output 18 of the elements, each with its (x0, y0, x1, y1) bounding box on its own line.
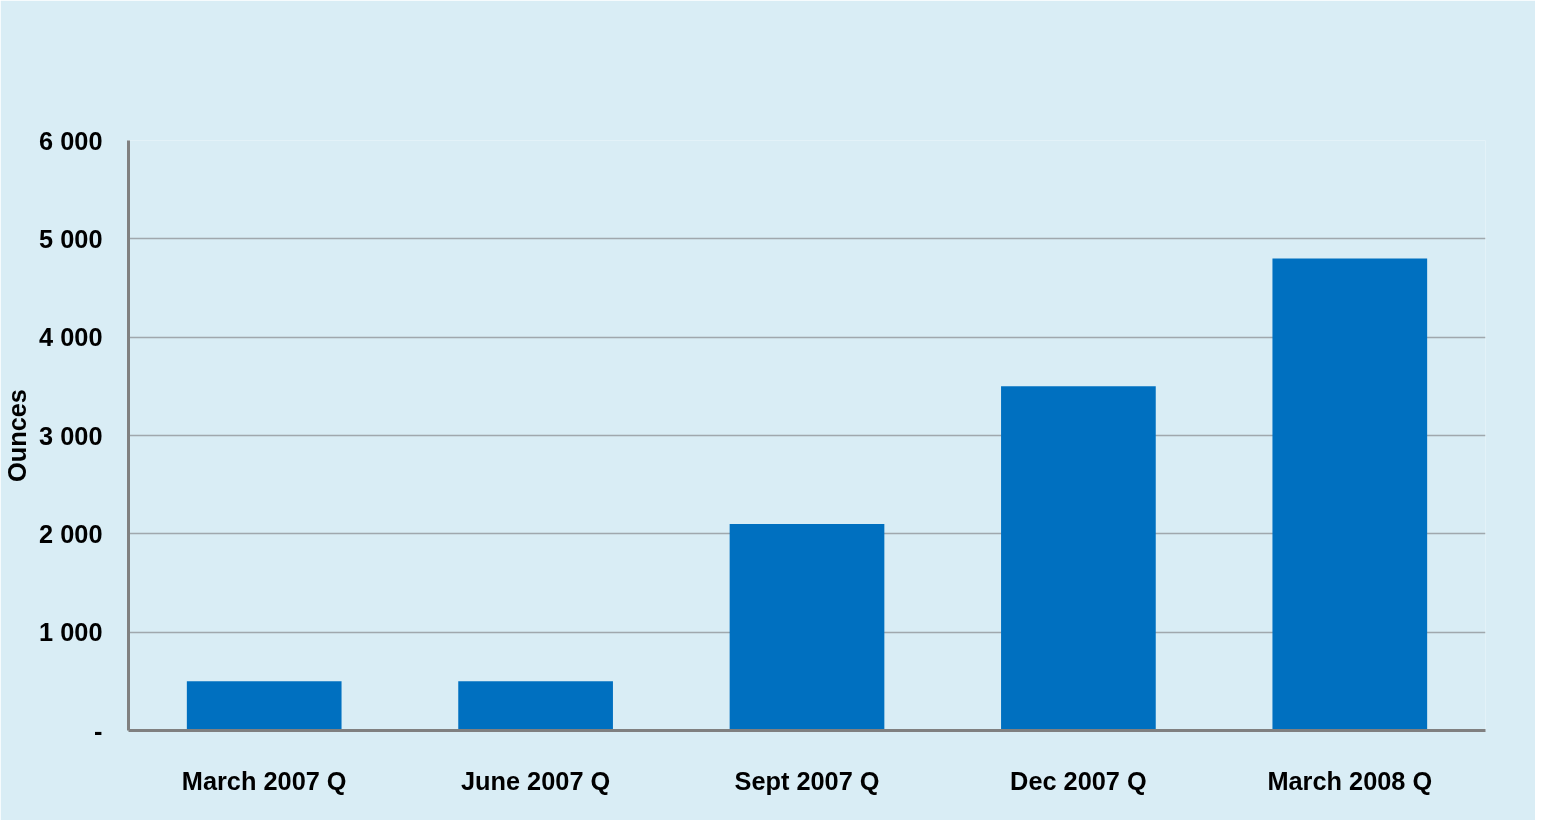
y-tick-label: 6 000 (39, 126, 103, 155)
y-tick-label: 5 000 (39, 224, 103, 253)
bar (186, 681, 342, 731)
y-axis-title: Ounces (3, 389, 32, 482)
x-tick-label: Dec 2007 Q (1010, 766, 1147, 795)
bar (1272, 258, 1428, 731)
bar (1001, 386, 1156, 731)
x-tick-label: March 2007 Q (181, 766, 347, 795)
x-tick-label: June 2007 Q (460, 766, 611, 795)
y-tick-label: 4 000 (39, 323, 103, 352)
x-tick-label: Sept 2007 Q (734, 766, 880, 795)
x-tick-label: March 2008 Q (1267, 766, 1433, 795)
y-tick-label: 2 000 (39, 519, 103, 548)
bar (458, 681, 613, 731)
y-tick-label: 1 000 (39, 618, 103, 647)
y-tick-label: - (94, 716, 103, 745)
y-tick-label: 3 000 (39, 421, 103, 450)
bar (729, 524, 885, 731)
